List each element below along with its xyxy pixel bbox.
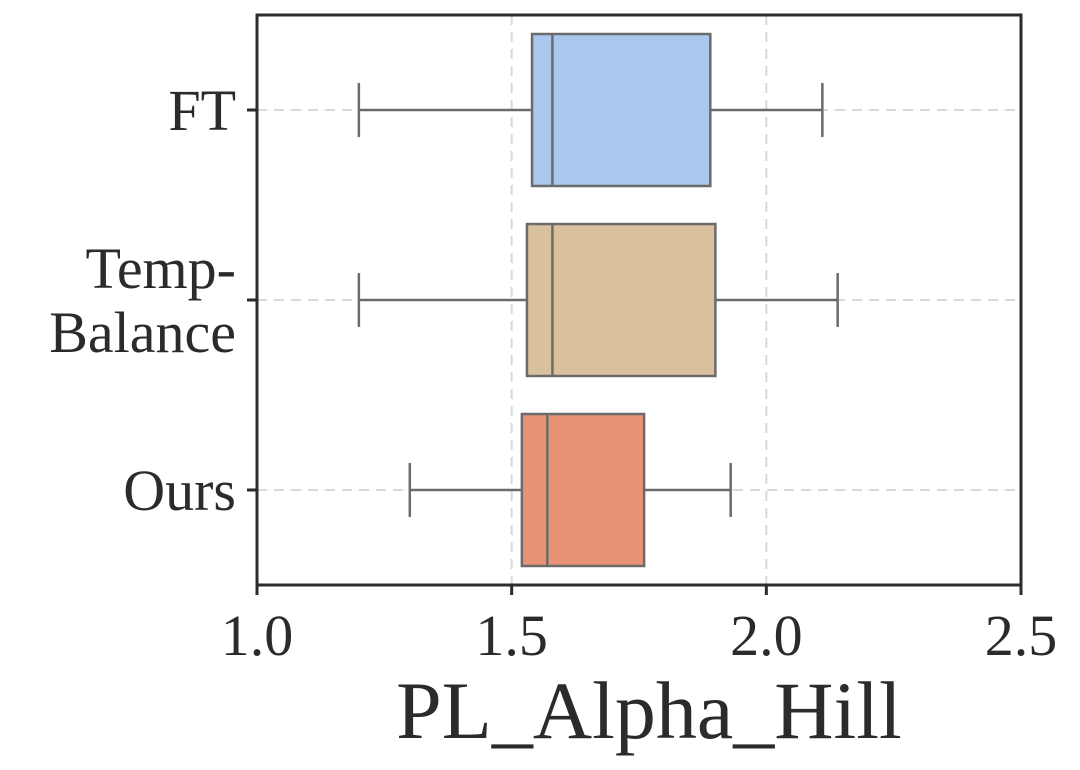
- iqr-box: [520, 412, 646, 568]
- iqr-box: [525, 222, 717, 378]
- x-axis-title: PL_Alpha_Hill: [396, 665, 902, 756]
- box-group: [408, 412, 732, 568]
- y-tick-label: Balance: [49, 300, 236, 365]
- x-tick-label: 1.0: [221, 603, 294, 668]
- axis-ticks: 1.0 1.5 2.0 2.5 FT Temp-Balance Ours: [49, 78, 1057, 668]
- box-group: [357, 222, 839, 378]
- y-tick-label: Ours: [123, 458, 236, 523]
- x-tick-label: 2.0: [730, 603, 803, 668]
- y-tick-label: Temp-: [85, 236, 236, 301]
- y-tick-label: FT: [168, 78, 236, 143]
- iqr-box: [530, 32, 712, 188]
- x-tick-label: 1.5: [475, 603, 548, 668]
- boxes: [357, 32, 839, 568]
- x-tick-label: 2.5: [985, 603, 1058, 668]
- box-group: [357, 32, 824, 188]
